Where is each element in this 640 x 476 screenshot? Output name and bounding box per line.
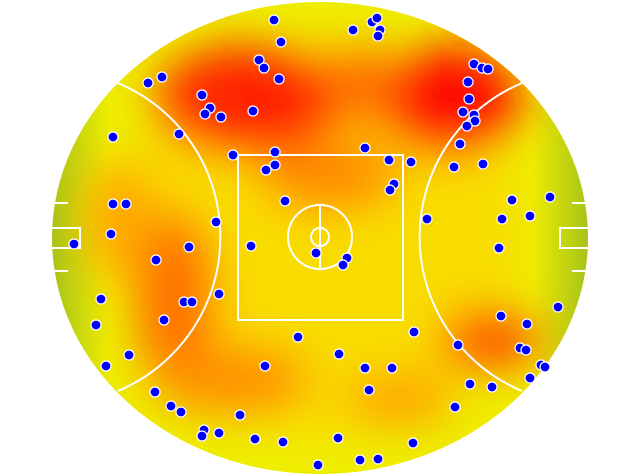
point (408, 326, 420, 338)
point (183, 241, 195, 253)
point (196, 430, 208, 442)
point (310, 247, 322, 259)
point (186, 296, 198, 308)
point (247, 105, 259, 117)
point (273, 73, 285, 85)
point (384, 184, 396, 196)
point (142, 77, 154, 89)
point (405, 156, 417, 168)
point (383, 154, 395, 166)
point (156, 71, 168, 83)
point (372, 453, 384, 465)
point (371, 12, 383, 24)
point (175, 406, 187, 418)
point (448, 161, 460, 173)
point (359, 142, 371, 154)
point (454, 138, 466, 150)
point (227, 149, 239, 161)
point (452, 339, 464, 351)
point (495, 310, 507, 322)
point (107, 198, 119, 210)
point (552, 301, 564, 313)
point (275, 36, 287, 48)
point (253, 54, 265, 66)
point (120, 198, 132, 210)
point (173, 128, 185, 140)
point (268, 14, 280, 26)
point (258, 62, 270, 74)
point (477, 158, 489, 170)
point (150, 254, 162, 266)
point (506, 194, 518, 206)
point (539, 361, 551, 373)
point (521, 318, 533, 330)
point (210, 216, 222, 228)
point (486, 381, 498, 393)
point (292, 331, 304, 343)
point (457, 106, 469, 118)
point (359, 362, 371, 374)
point (337, 259, 349, 271)
point (259, 360, 271, 372)
point (165, 400, 177, 412)
point (524, 210, 536, 222)
point (462, 76, 474, 88)
point (269, 159, 281, 171)
point (100, 360, 112, 372)
point (149, 386, 161, 398)
point (213, 427, 225, 439)
point (333, 348, 345, 360)
point (524, 372, 536, 384)
point (277, 436, 289, 448)
point (279, 195, 291, 207)
point (196, 89, 208, 101)
point (469, 115, 481, 127)
point (245, 240, 257, 252)
point (107, 131, 119, 143)
point (269, 146, 281, 158)
point (312, 459, 324, 471)
point (461, 120, 473, 132)
point (482, 63, 494, 75)
point (123, 349, 135, 361)
point (347, 24, 359, 36)
point (105, 228, 117, 240)
point (158, 314, 170, 326)
point (332, 432, 344, 444)
point (421, 213, 433, 225)
point (68, 238, 80, 250)
point (354, 454, 366, 466)
point (407, 437, 419, 449)
point (464, 378, 476, 390)
point (215, 111, 227, 123)
point (95, 293, 107, 305)
point (90, 319, 102, 331)
point (544, 191, 556, 203)
point (493, 242, 505, 254)
point (199, 108, 211, 120)
point (249, 433, 261, 445)
point (260, 164, 272, 176)
point (449, 401, 461, 413)
point (496, 213, 508, 225)
point (363, 384, 375, 396)
point (463, 93, 475, 105)
point (386, 362, 398, 374)
point (372, 30, 384, 42)
point (520, 344, 532, 356)
point (234, 409, 246, 421)
point (213, 288, 225, 300)
